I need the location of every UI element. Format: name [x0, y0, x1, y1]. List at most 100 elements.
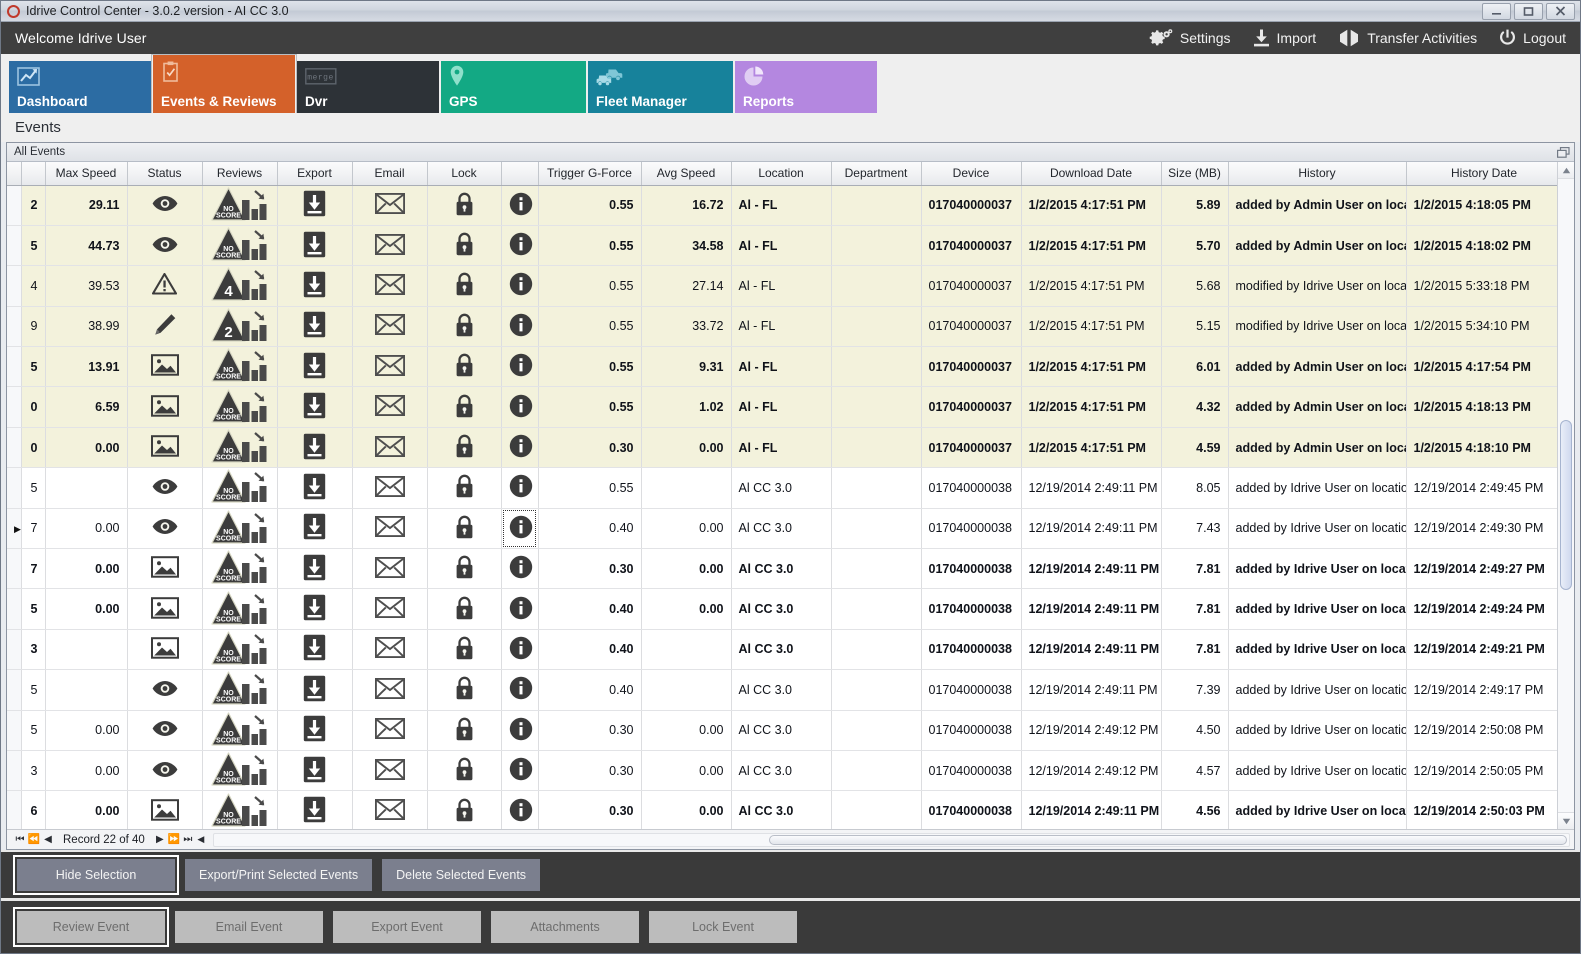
header-max-speed[interactable]: Max Speed: [45, 162, 128, 186]
horizontal-scroll-left-button[interactable]: ◀: [197, 834, 205, 844]
cell-reviews[interactable]: NO SCORE: [202, 710, 278, 751]
image-icon[interactable]: [150, 435, 179, 457]
export-event-button[interactable]: Export Event: [333, 911, 481, 943]
no-score-icon[interactable]: NO SCORE: [211, 751, 268, 787]
table-row[interactable]: 5 NO SCORE 0.40 Al CC 3.0 017040000038 12/1…: [7, 669, 1557, 711]
prev-record-button[interactable]: ◀: [44, 834, 52, 845]
cell-status[interactable]: [127, 185, 203, 226]
cell-export[interactable]: [277, 548, 353, 590]
download-cell-icon[interactable]: [303, 554, 326, 581]
cell-info[interactable]: [501, 548, 539, 590]
cell-reviews[interactable]: NO SCORE: [202, 669, 278, 711]
cell-status[interactable]: [127, 467, 203, 509]
download-cell-icon[interactable]: [303, 634, 326, 661]
cell-status[interactable]: [127, 427, 203, 469]
cell-info[interactable]: [501, 750, 539, 792]
email-cell-icon[interactable]: [374, 273, 405, 295]
cell-info[interactable]: [501, 225, 539, 267]
cell-email[interactable]: [352, 588, 428, 630]
warning-icon[interactable]: [152, 273, 177, 296]
cell-export[interactable]: [277, 346, 353, 388]
no-score-icon[interactable]: NO SCORE: [211, 388, 268, 424]
cell-status[interactable]: [127, 508, 203, 550]
cell-email[interactable]: [352, 386, 428, 428]
vertical-scrollbar[interactable]: [1557, 162, 1574, 829]
cell-info[interactable]: [501, 427, 539, 469]
cell-status[interactable]: [127, 265, 203, 307]
cell-info[interactable]: [501, 185, 539, 226]
cell-status[interactable]: [127, 790, 203, 829]
email-event-button[interactable]: Email Event: [175, 911, 323, 943]
first-record-button[interactable]: ⏮: [15, 834, 25, 845]
no-score-icon[interactable]: NO SCORE: [211, 630, 268, 666]
attachments-button[interactable]: Attachments: [491, 911, 639, 943]
info-cell-icon[interactable]: [509, 596, 533, 620]
cell-status[interactable]: [127, 346, 203, 388]
row-selector-cell[interactable]: [7, 750, 22, 792]
cell-lock[interactable]: [427, 548, 502, 590]
cell-reviews[interactable]: NO SCORE: [202, 185, 278, 226]
row-selector-cell[interactable]: [7, 629, 22, 671]
cell-info[interactable]: [501, 588, 539, 630]
vertical-scroll-track[interactable]: [1558, 179, 1574, 812]
email-cell-icon[interactable]: [374, 799, 405, 821]
cell-reviews[interactable]: NO SCORE: [202, 588, 278, 630]
cell-email[interactable]: [352, 629, 428, 671]
cell-status[interactable]: [127, 750, 203, 792]
cell-status[interactable]: [127, 225, 203, 267]
cell-email[interactable]: [352, 669, 428, 711]
lock-cell-icon[interactable]: [455, 192, 474, 216]
header-info[interactable]: [501, 162, 539, 186]
lock-cell-icon[interactable]: [455, 434, 474, 458]
header-trigger-g-force[interactable]: Trigger G-Force: [538, 162, 642, 186]
table-row[interactable]: 5 NO SCORE 0.55 Al CC 3.0 017040000038 12/1…: [7, 467, 1557, 509]
cell-export[interactable]: [277, 790, 353, 829]
image-icon[interactable]: [150, 394, 179, 417]
horizontal-scrollbar[interactable]: [212, 832, 1570, 847]
eye-icon[interactable]: [152, 680, 178, 697]
eye-icon[interactable]: [152, 720, 178, 737]
cell-lock[interactable]: [427, 588, 502, 630]
no-score-icon[interactable]: NO SCORE: [211, 186, 268, 222]
cell-lock[interactable]: [427, 467, 502, 509]
cell-email[interactable]: [352, 265, 428, 307]
download-cell-icon[interactable]: [303, 352, 326, 379]
no-score-icon[interactable]: NO SCORE: [211, 226, 268, 262]
cell-status[interactable]: [127, 386, 203, 428]
cell-email[interactable]: [352, 306, 428, 348]
lock-cell-icon[interactable]: [455, 717, 474, 741]
cell-status[interactable]: [127, 710, 203, 751]
cell-export[interactable]: [277, 710, 353, 751]
no-score-icon[interactable]: NO SCORE: [211, 711, 268, 747]
cell-export[interactable]: [277, 265, 353, 307]
download-cell-icon[interactable]: [303, 231, 326, 258]
cell-reviews[interactable]: NO SCORE: [202, 629, 278, 671]
download-cell-icon[interactable]: [303, 311, 326, 338]
info-cell-icon[interactable]: [509, 313, 533, 337]
next-page-button[interactable]: ⏩: [167, 834, 181, 845]
cell-lock[interactable]: [427, 306, 502, 348]
cell-lock[interactable]: [427, 790, 502, 829]
cell-info[interactable]: [501, 508, 539, 550]
table-row[interactable]: 5 44.73 NO SCORE 0.55 34.58 Al - FL 01704000…: [7, 225, 1557, 267]
cell-export[interactable]: [277, 750, 353, 792]
import-button[interactable]: Import: [1253, 29, 1316, 47]
restore-icon[interactable]: [1557, 146, 1570, 158]
cell-lock[interactable]: [427, 185, 502, 226]
cell-info[interactable]: [501, 790, 539, 829]
download-cell-icon[interactable]: [303, 433, 326, 460]
close-button[interactable]: [1546, 2, 1575, 20]
eye-icon[interactable]: [152, 478, 178, 495]
email-cell-icon[interactable]: [374, 677, 405, 699]
table-row[interactable]: 0 0.00 NO SCORE 0.30 0.00 Al - FL 0170400000…: [7, 427, 1557, 469]
logout-button[interactable]: Logout: [1499, 29, 1566, 47]
settings-button[interactable]: Settings: [1149, 28, 1231, 48]
tab-events-and-reviews[interactable]: Events & Reviews: [151, 54, 297, 113]
lock-cell-icon[interactable]: [455, 636, 474, 660]
grid-scroll-area[interactable]: Max Speed Status Reviews Export Email Lo…: [7, 162, 1557, 829]
email-cell-icon[interactable]: [374, 395, 405, 417]
cell-email[interactable]: [352, 346, 428, 388]
cell-lock[interactable]: [427, 265, 502, 307]
cell-info[interactable]: [501, 669, 539, 711]
image-icon[interactable]: [150, 354, 179, 376]
